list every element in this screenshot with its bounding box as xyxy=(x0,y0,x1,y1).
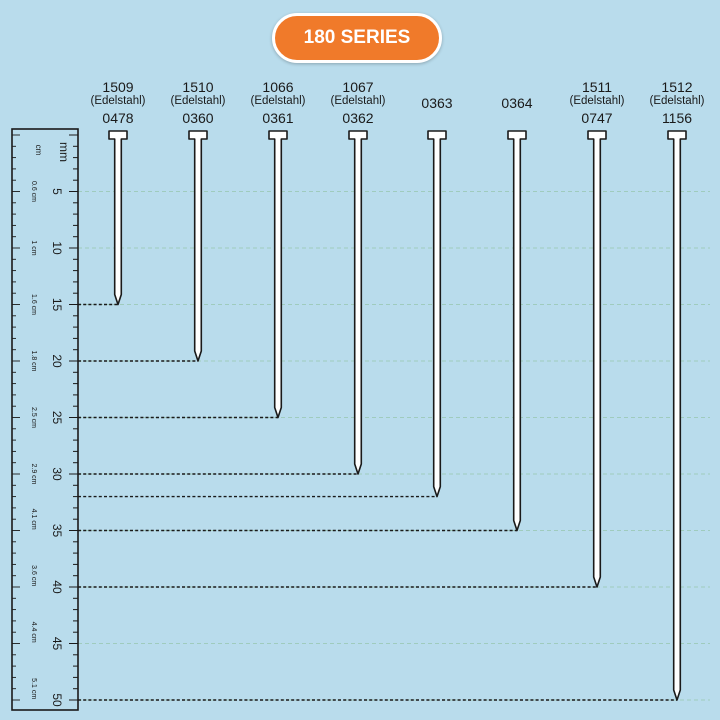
nail-code-label: 0362 xyxy=(342,110,373,126)
ruler-mm-label: 15 xyxy=(50,298,64,312)
nail-code-label: 0360 xyxy=(182,110,213,126)
ruler-cm-label: 0.6 cm xyxy=(30,181,37,202)
nail-number-label: 1512 xyxy=(661,79,692,95)
nail xyxy=(587,130,607,588)
ruler-cm-label: 1 cm xyxy=(30,240,37,255)
nail-material-label: (Edelstahl) xyxy=(91,95,146,107)
nail-material-label: (Edelstahl) xyxy=(251,95,306,107)
nail xyxy=(188,130,208,362)
nail xyxy=(268,130,288,419)
nail-code-label: 0478 xyxy=(102,110,133,126)
nail-number-label: 1511 xyxy=(582,79,612,95)
nail-code-label: 0364 xyxy=(501,95,532,111)
ruler-cm-label: 5.1 cm xyxy=(30,678,37,699)
ruler-mm-label: 25 xyxy=(50,411,64,425)
ruler-mm-label: 35 xyxy=(50,524,64,538)
nail-number-label: 1066 xyxy=(262,79,293,95)
ruler-mm-label: 50 xyxy=(50,693,64,707)
nail-material-label: (Edelstahl) xyxy=(570,95,625,107)
ruler-unit-cm: cm xyxy=(34,145,43,156)
ruler-mm-label: 10 xyxy=(50,241,64,255)
ruler-cm-label: 4.1 cm xyxy=(30,509,37,530)
nail-number-label: 1067 xyxy=(342,79,373,95)
nail xyxy=(427,130,447,498)
nail-number-label: 1510 xyxy=(182,79,213,95)
nail-code-label: 1156 xyxy=(662,110,692,126)
nail-code-label: 0747 xyxy=(581,110,612,126)
nail-number-label: 1509 xyxy=(102,79,133,95)
ruler-mm-label: 40 xyxy=(50,580,64,594)
nail xyxy=(108,130,128,306)
nail xyxy=(507,130,527,532)
ruler-cm-label: 4.4 cm xyxy=(30,622,37,643)
ruler-cm-label: 3.6 cm xyxy=(30,565,37,586)
nail xyxy=(348,130,368,475)
nail xyxy=(667,130,687,701)
ruler-mm-label: 30 xyxy=(50,467,64,481)
nail-material-label: (Edelstahl) xyxy=(331,95,386,107)
series-badge: 180 SERIES xyxy=(272,13,442,63)
ruler-cm-label: 1.8 cm xyxy=(30,350,37,371)
nail-material-label: (Edelstahl) xyxy=(171,95,226,107)
nail-material-label: (Edelstahl) xyxy=(650,95,705,107)
ruler-cm-label: 1.6 cm xyxy=(30,294,37,315)
nail-code-label: 0363 xyxy=(421,95,452,111)
ruler-mm-label: 45 xyxy=(50,637,64,651)
ruler-cm-label: 2.5 cm xyxy=(30,407,37,428)
ruler-cm-label: 2.9 cm xyxy=(30,463,37,484)
ruler-body xyxy=(11,128,79,711)
ruler-unit-mm: mm xyxy=(57,142,71,162)
nail-code-label: 0361 xyxy=(262,110,293,126)
ruler-mm-label: 20 xyxy=(50,354,64,368)
ruler-mm-label: 5 xyxy=(50,188,64,195)
